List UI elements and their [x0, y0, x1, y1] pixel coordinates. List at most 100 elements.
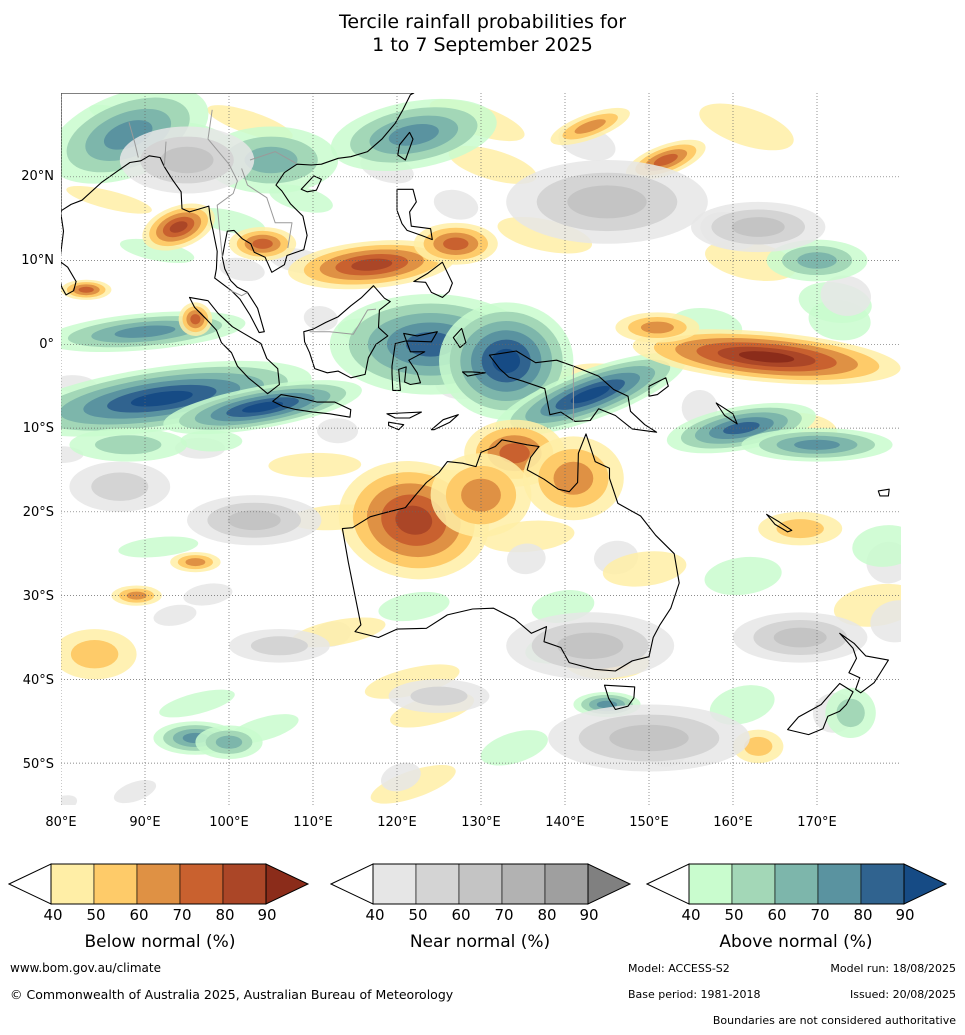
probability-patch: [113, 780, 157, 804]
probability-patch: [229, 227, 297, 261]
probability-patch: [170, 552, 221, 573]
border-laos-cambodia: [241, 168, 293, 249]
borneo-coastline: [303, 285, 391, 379]
probability-patch: [870, 600, 901, 643]
timor-coastline: [430, 414, 459, 431]
issued-date: Issued: 20/08/2025: [849, 988, 956, 1001]
probability-patch: [388, 679, 490, 713]
probability-patch: [709, 685, 775, 725]
probability-patch: [303, 306, 338, 331]
lon-label-110e: 110°E: [293, 815, 333, 830]
near-tick-80: 80: [537, 906, 557, 924]
map-canvas: [61, 93, 901, 805]
coastlines: [61, 93, 890, 736]
probability-patch: [187, 495, 322, 546]
above-tick-70: 70: [810, 906, 830, 924]
flores-coastline: [386, 411, 422, 419]
map-title-line2: 1 to 7 September 2025: [372, 34, 593, 56]
below-normal-colorbar: [8, 863, 310, 905]
new-caledonia-coastline: [766, 513, 793, 533]
lon-label-170e: 170°E: [797, 815, 837, 830]
lat-label-40s: 40°S: [22, 673, 54, 688]
probability-patch: [852, 525, 901, 567]
probability-patch: [506, 612, 675, 680]
above-swatch: [860, 863, 905, 905]
above-tick-40: 40: [681, 906, 701, 924]
probability-patch: [448, 145, 537, 184]
below-upper-extension: [265, 863, 310, 905]
graticule: [61, 93, 901, 805]
probability-patch: [268, 452, 362, 478]
below-tick-40: 40: [43, 906, 63, 924]
luzon-coastline: [396, 188, 433, 241]
above-swatch: [688, 863, 733, 905]
probability-patch: [180, 430, 243, 452]
below-swatch: [179, 863, 224, 905]
lon-label-120e: 120°E: [377, 815, 417, 830]
rainfall-probability-map: [61, 93, 901, 805]
lon-label-140e: 140°E: [545, 815, 585, 830]
probability-patch: [178, 302, 213, 336]
map-title-line1: Tercile rainfall probabilities for: [338, 11, 627, 33]
lat-label-20s: 20°S: [22, 505, 54, 520]
probability-patch: [413, 222, 498, 265]
model-run-date: Model run: 18/08/2025: [830, 962, 956, 975]
lat-label-10s: 10°S: [22, 421, 54, 436]
border-borneo: [309, 308, 377, 335]
above-normal-title: Above normal (%): [719, 932, 873, 952]
lat-label-30s: 30°S: [22, 589, 54, 604]
new-guinea-coastline: [488, 350, 658, 433]
probability-patch: [364, 664, 460, 699]
lon-label-100e: 100°E: [209, 815, 249, 830]
probability-patch: [119, 238, 195, 263]
probability-patch: [550, 107, 630, 146]
new-britain-coastline: [648, 377, 669, 397]
probability-patch: [142, 203, 215, 251]
near-tick-50: 50: [408, 906, 428, 924]
probability-field: [61, 93, 901, 805]
lat-label-0: 0°: [39, 337, 54, 352]
probability-patch: [69, 428, 187, 462]
model-name: Model: ACCESS-S2: [628, 962, 730, 975]
below-frame: [50, 863, 267, 905]
australia-coastline: [341, 433, 680, 672]
probability-patch: [61, 279, 112, 300]
near-tick-40: 40: [365, 906, 385, 924]
below-swatch: [93, 863, 138, 905]
above-tick-50: 50: [724, 906, 744, 924]
below-swatch: [136, 863, 181, 905]
lat-label-10n: 10°N: [21, 253, 54, 268]
base-period: Base period: 1981-2018: [628, 988, 761, 1001]
lon-label-130e: 130°E: [461, 815, 501, 830]
probability-patch: [288, 240, 456, 290]
near-normal-colorbar: [330, 863, 632, 905]
above-tick-90: 90: [895, 906, 915, 924]
below-tick-80: 80: [215, 906, 235, 924]
nz-north-island: [839, 632, 889, 694]
sumatra-coastline: [188, 296, 280, 395]
lon-label-90e: 90°E: [129, 815, 161, 830]
nz-south-island: [787, 682, 854, 736]
probability-patch: [316, 418, 359, 444]
probability-patch: [219, 257, 265, 282]
probability-patch: [733, 612, 868, 663]
near-swatch: [458, 863, 503, 905]
above-upper-extension: [903, 863, 948, 905]
probability-patch: [119, 126, 255, 194]
border-bangladesh-myanmar: [163, 141, 167, 167]
lon-label-80e: 80°E: [45, 815, 77, 830]
website-link[interactable]: www.bom.gov.au/climate: [10, 961, 161, 975]
probability-patch: [69, 461, 171, 512]
above-tick-80: 80: [853, 906, 873, 924]
probability-patch: [615, 312, 700, 343]
near-swatch: [372, 863, 417, 905]
probability-patch: [163, 380, 362, 435]
fiji-coastline: [877, 488, 890, 497]
sumba-coastline: [388, 421, 405, 431]
near-frame: [372, 863, 589, 905]
asia-mainland-coastline: [61, 93, 415, 334]
above-lower-extension: [646, 863, 690, 905]
near-upper-extension: [587, 863, 632, 905]
lat-label-20n: 20°N: [21, 169, 54, 184]
probability-patch: [183, 583, 233, 606]
